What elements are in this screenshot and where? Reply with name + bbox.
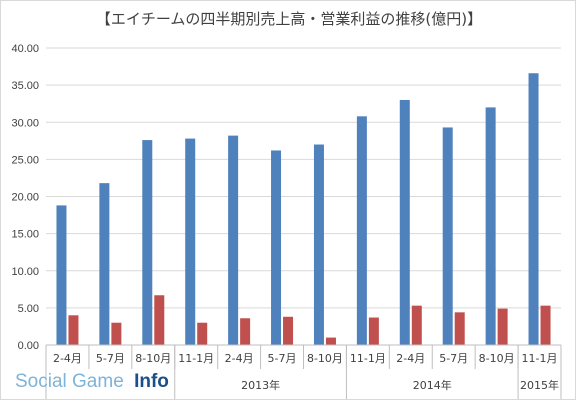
bar-operating-profit xyxy=(68,315,79,345)
bar-revenue xyxy=(99,183,110,345)
bar-operating-profit xyxy=(540,305,551,345)
gridlines xyxy=(46,47,561,309)
x-category-label: 11-1月 xyxy=(350,352,386,365)
y-tick-label: 25.00 xyxy=(11,154,39,166)
y-axis-ticks: 0.00 5.00 10.00 15.00 20.00 25.00 30.00 35.00 40… xyxy=(11,43,39,352)
x-category-label: 5-7月 xyxy=(439,352,468,365)
y-tick-label: 35.00 xyxy=(11,80,39,92)
x-category-label: 2-4月 xyxy=(53,352,82,365)
y-tick-label: 0.00 xyxy=(18,340,39,352)
x-category-label: 2-4月 xyxy=(396,352,425,365)
chart-title: 【エイチームの四半期別売上高・営業利益の推移(億円)】 xyxy=(96,10,482,28)
bar-operating-profit xyxy=(111,322,122,345)
bar-operating-profit xyxy=(368,317,379,345)
bar-revenue xyxy=(185,138,196,345)
bar-revenue xyxy=(399,99,410,345)
x-axis-years: 2013年 2014年 2015年 xyxy=(45,345,562,399)
y-tick-label: 10.00 xyxy=(11,266,39,278)
y-tick-label: 30.00 xyxy=(11,117,39,129)
watermark-part1: Social Game xyxy=(15,371,124,392)
bar-operating-profit xyxy=(411,305,422,345)
bar-operating-profit xyxy=(154,295,165,345)
bar-operating-profit xyxy=(283,316,294,345)
bars xyxy=(56,73,551,346)
bar-revenue xyxy=(228,135,239,345)
bar-revenue xyxy=(356,116,367,345)
watermark-logo: Social Game Info xyxy=(15,371,169,392)
x-category-label: 11-1月 xyxy=(178,352,214,365)
x-category-label: 11-1月 xyxy=(522,352,558,365)
bar-revenue xyxy=(56,205,67,345)
bar-revenue xyxy=(271,150,282,345)
x-category-label: 5-7月 xyxy=(268,352,297,365)
x-year-label: 2014年 xyxy=(413,378,452,392)
x-category-label: 2-4月 xyxy=(225,352,254,365)
x-category-label: 8-10月 xyxy=(135,352,171,365)
x-year-label: 2013年 xyxy=(241,378,280,392)
x-category-label: 5-7月 xyxy=(96,352,125,365)
bar-operating-profit xyxy=(197,322,208,345)
bar-revenue xyxy=(142,140,153,345)
bar-operating-profit xyxy=(497,308,508,345)
y-tick-label: 20.00 xyxy=(11,192,39,204)
x-year-label: 2015年 xyxy=(520,378,559,392)
bar-revenue xyxy=(442,127,453,345)
bar-operating-profit xyxy=(240,318,251,345)
bar-operating-profit xyxy=(325,337,336,345)
bar-revenue xyxy=(313,144,324,345)
watermark-part2: Info xyxy=(134,371,169,392)
x-category-label: 8-10月 xyxy=(479,352,515,365)
x-axis-categories: 2-4月 5-7月 8-10月 11-1月 2-4月 5-7月 8-10月 11-1月 2-4月… xyxy=(53,352,558,365)
x-category-label: 8-10月 xyxy=(307,352,343,365)
y-tick-label: 15.00 xyxy=(11,229,39,241)
y-tick-label: 40.00 xyxy=(11,43,39,55)
bar-revenue xyxy=(528,73,539,346)
bar-revenue xyxy=(485,107,496,346)
y-tick-label: 5.00 xyxy=(18,303,39,315)
bar-operating-profit xyxy=(454,312,465,345)
